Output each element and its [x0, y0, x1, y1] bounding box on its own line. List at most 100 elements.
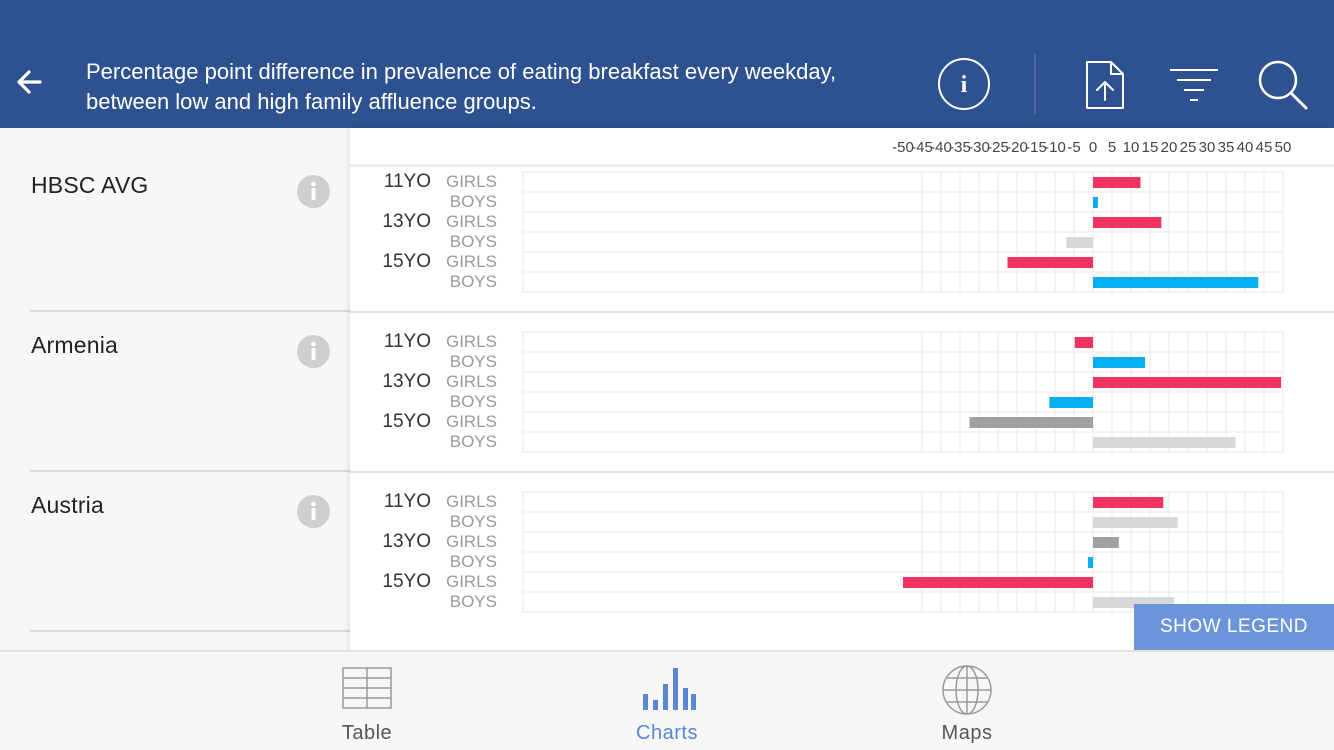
- globe-icon: [942, 665, 992, 715]
- country-name: Austria: [31, 492, 104, 518]
- bar: [1093, 177, 1141, 188]
- row-divider: [30, 470, 350, 472]
- country-row-hbsc-avg[interactable]: HBSC AVG: [0, 128, 350, 288]
- x-tick-label: 50: [1275, 139, 1292, 156]
- x-tick-label: -50: [892, 139, 914, 156]
- sex-label: BOYS: [450, 192, 497, 211]
- bottom-tab-bar: Table Charts Maps: [0, 650, 1334, 750]
- sex-label: BOYS: [450, 432, 497, 451]
- country-list[interactable]: HBSC AVG Armenia Austria: [0, 128, 350, 650]
- x-tick-label: -25: [987, 139, 1009, 156]
- tab-maps[interactable]: Maps: [897, 664, 1037, 750]
- age-group-label: 11YO: [384, 331, 431, 352]
- x-tick-label: 15: [1142, 139, 1159, 156]
- sex-label: GIRLS: [446, 212, 497, 231]
- country-info-icon[interactable]: [297, 495, 330, 528]
- tab-label: Table: [341, 722, 393, 744]
- info-icon[interactable]: i: [937, 57, 991, 111]
- share-export-icon[interactable]: [1083, 58, 1127, 112]
- info-glyph: i: [961, 72, 968, 98]
- country-info-icon[interactable]: [297, 335, 330, 368]
- sex-label: BOYS: [450, 352, 497, 371]
- sex-label: BOYS: [450, 272, 497, 291]
- sex-label: GIRLS: [446, 252, 497, 271]
- age-group-label: 15YO: [382, 251, 431, 272]
- bar: [969, 417, 1093, 428]
- x-tick-label: 25: [1180, 139, 1197, 156]
- sex-label: GIRLS: [446, 332, 497, 351]
- sex-label: GIRLS: [446, 172, 497, 191]
- age-group-label: 13YO: [382, 211, 431, 232]
- x-tick-label: -45: [911, 139, 933, 156]
- bar: [1049, 397, 1093, 408]
- x-tick-label: 10: [1123, 139, 1140, 156]
- bar: [1088, 557, 1093, 568]
- bar-chart-icon: [643, 668, 696, 710]
- country-name: Armenia: [31, 332, 119, 358]
- page-title: Percentage point difference in prevalenc…: [86, 59, 837, 114]
- x-tick-label: -20: [1006, 139, 1028, 156]
- bar: [1066, 237, 1093, 248]
- x-tick-label: 20: [1161, 139, 1178, 156]
- sex-label: BOYS: [450, 592, 497, 611]
- bar: [1093, 377, 1282, 388]
- back-arrow-icon[interactable]: [12, 62, 48, 102]
- country-name: HBSC AVG: [31, 172, 149, 198]
- header-divider: [1034, 54, 1036, 114]
- x-tick-label: -10: [1044, 139, 1066, 156]
- sex-label: GIRLS: [446, 412, 497, 431]
- x-tick-label: 30: [1199, 139, 1216, 156]
- search-icon[interactable]: [1256, 58, 1310, 112]
- filter-icon[interactable]: [1168, 66, 1220, 106]
- tab-table[interactable]: Table: [297, 664, 437, 750]
- app-header: Percentage point difference in prevalenc…: [0, 0, 1334, 128]
- x-tick-label: 5: [1108, 139, 1116, 156]
- bar: [1093, 537, 1119, 548]
- x-tick-label: -35: [949, 139, 971, 156]
- x-tick-label: 0: [1089, 139, 1097, 156]
- bar: [1093, 497, 1164, 508]
- bar: [903, 577, 1093, 588]
- chart-panel: [350, 128, 1334, 650]
- country-row-austria[interactable]: Austria: [0, 448, 350, 608]
- bar: [1074, 337, 1093, 348]
- bar: [1007, 257, 1093, 268]
- row-divider: [30, 310, 350, 312]
- country-info-icon[interactable]: [297, 175, 330, 208]
- chart-svg: -50-45-40-35-30-25-20-15-10 -5 0 5 10 15 20 25 3…: [350, 128, 1334, 613]
- sex-label: GIRLS: [446, 372, 497, 391]
- bar: [1093, 197, 1098, 208]
- sex-label: GIRLS: [446, 572, 497, 591]
- bar: [1093, 217, 1162, 228]
- age-group-label: 15YO: [382, 571, 431, 592]
- country-row-armenia[interactable]: Armenia: [0, 288, 350, 448]
- sex-label: BOYS: [450, 512, 497, 531]
- x-tick-label: -30: [968, 139, 990, 156]
- age-group-label: 11YO: [384, 171, 431, 192]
- bar: [1093, 277, 1259, 288]
- x-tick-label: 40: [1237, 139, 1254, 156]
- x-tick-label: 35: [1218, 139, 1235, 156]
- sex-label: GIRLS: [446, 492, 497, 511]
- tab-charts[interactable]: Charts: [597, 664, 737, 750]
- x-tick-label: 45: [1256, 139, 1273, 156]
- bar: [1093, 437, 1236, 448]
- sex-label: GIRLS: [446, 532, 497, 551]
- bar: [1093, 357, 1146, 368]
- row-divider: [30, 630, 350, 632]
- x-tick-label: -40: [930, 139, 952, 156]
- bar: [1093, 517, 1178, 528]
- axis-header-bg: [350, 128, 1334, 165]
- tab-label: Charts: [636, 722, 698, 744]
- age-group-label: 11YO: [384, 491, 431, 512]
- sex-label: BOYS: [450, 552, 497, 571]
- table-icon: [342, 667, 392, 709]
- bar: [1093, 597, 1174, 608]
- age-group-label: 13YO: [382, 371, 431, 392]
- age-group-label: 15YO: [382, 411, 431, 432]
- show-legend-button[interactable]: SHOW LEGEND: [1134, 604, 1334, 650]
- sex-label: BOYS: [450, 232, 497, 251]
- x-tick-label: -5: [1067, 139, 1080, 156]
- age-group-label: 13YO: [382, 531, 431, 552]
- sex-label: BOYS: [450, 392, 497, 411]
